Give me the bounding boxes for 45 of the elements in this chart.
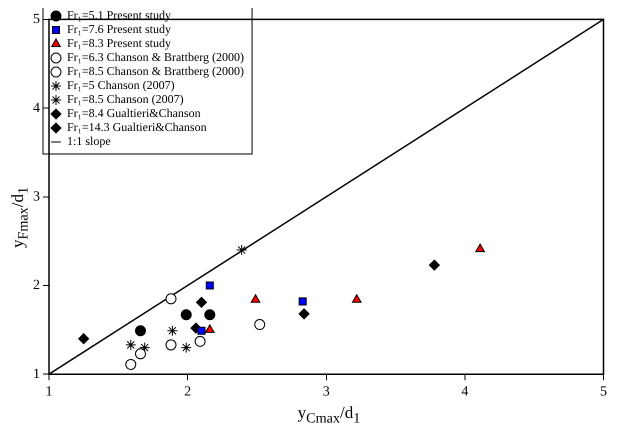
point	[165, 293, 176, 304]
y-tick-label: 2	[33, 278, 40, 294]
legend-label: Fr₁=5.1 Present study	[67, 8, 171, 22]
point	[254, 319, 266, 330]
point	[165, 339, 176, 350]
point	[204, 309, 216, 320]
point	[194, 336, 206, 347]
x-tick-label: 1	[46, 384, 52, 400]
point	[196, 296, 207, 308]
point	[428, 260, 440, 271]
x-tick-label: 3	[322, 384, 330, 400]
y-tick-label: 1	[33, 366, 40, 382]
y-tick-label: 4	[33, 100, 40, 116]
point	[125, 339, 136, 350]
point	[352, 294, 362, 303]
point	[204, 324, 215, 333]
point	[298, 297, 307, 306]
y-tick-label: 3	[33, 189, 40, 204]
legend-label: 1:1 slope	[67, 134, 111, 148]
legend-label: Fr₁=5 Chanson (2007)	[67, 78, 175, 92]
point	[125, 358, 136, 370]
point	[134, 348, 146, 360]
point	[206, 281, 214, 290]
point	[134, 325, 146, 336]
x-tick-label: 5	[600, 384, 607, 400]
y-tick-label: 5	[33, 12, 40, 28]
x-axis-title: y$_{Cmax}$/d$_{1}$	[296, 402, 362, 427]
point	[78, 333, 90, 344]
legend-label: Fr₁=7.6 Present study	[67, 22, 171, 36]
point	[236, 244, 248, 256]
point	[250, 294, 260, 303]
point	[475, 244, 485, 252]
legend-label: Fr₁=8.3 Present study	[67, 36, 171, 50]
point	[180, 309, 192, 320]
x-tick-label: 4	[461, 384, 468, 400]
point	[166, 325, 178, 336]
point	[197, 326, 206, 335]
x-tick-label: 2	[184, 384, 192, 400]
legend-label: Fr₁=8.4 Gualtieri&Chanson	[67, 106, 201, 120]
legend-label: Fr₁=8.5 Chanson & Brattberg (2000)	[67, 64, 244, 78]
legend-label: Fr₁=8.5 Chanson (2007)	[67, 92, 184, 106]
point	[298, 308, 310, 320]
point	[180, 342, 192, 354]
legend-label: Fr₁=14.3 Gualtieri&Chanson	[67, 120, 207, 134]
legend-label: Fr₁=6.3 Chanson & Brattberg (2000)	[67, 50, 244, 64]
